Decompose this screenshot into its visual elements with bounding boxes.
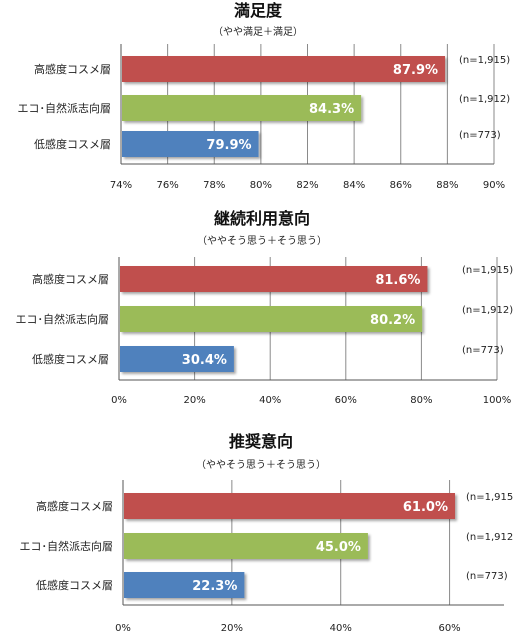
x-tick-label: 40% [259,395,281,406]
bar [124,493,456,519]
chart-title: 継続利用意向 [214,209,310,228]
bar [120,306,423,332]
category-label: 高感度コスメ層 [34,62,111,76]
sample-size-label: (n=1,915) [466,492,514,503]
bar [122,95,362,121]
sample-size-label: (n=773) [462,345,504,356]
x-tick-label: 60% [438,623,460,634]
category-label: エコ･自然派志向層 [20,539,114,553]
x-tick-label: 84% [343,180,365,191]
satisfaction-chart: 満足度 （やや満足＋満足） 74% 76% 78% 80% 82% 84% 86% 88% 90… [18,1,511,191]
chart-title: 満足度 [234,1,283,20]
sample-size-label: (n=1,912) [459,94,510,105]
category-label: 高感度コスメ層 [32,272,109,286]
x-tick-label: 100% [483,395,512,406]
chart-subtitle: （ややそう思う＋そう思う） [196,459,326,471]
sample-size-label: (n=1,912) [462,305,513,316]
x-tick-label: 80% [250,180,272,191]
bar-value-label: 45.0% [316,540,361,555]
sample-size-label: (n=1,915) [459,55,510,66]
x-tick-label: 60% [335,395,357,406]
bar [124,572,245,598]
sample-size-label: (n=1,915) [462,265,513,276]
x-tick-label: 0% [115,623,131,634]
bar-value-label: 80.2% [370,313,415,328]
x-tick-label: 76% [157,180,179,191]
bar [122,56,446,82]
sample-size-label: (n=1,912) [466,532,514,543]
chart-title: 推奨意向 [229,432,293,451]
bar-value-label: 61.0% [403,500,448,515]
x-tick-label: 86% [390,180,412,191]
x-tick-label: 78% [203,180,225,191]
sample-size-label: (n=773) [459,130,501,141]
category-label: 低感度コスメ層 [32,352,109,366]
sample-size-label: (n=773) [466,571,508,582]
bar [120,266,428,292]
recommendation-chart: 推奨意向 （ややそう思う＋そう思う） 0% 20% 40% 60% 61.0% 高感度コス… [20,432,514,634]
x-tick-label: 88% [436,180,458,191]
category-label: 低感度コスメ層 [36,578,113,592]
bar [120,346,234,372]
bar [124,533,368,559]
bar-value-label: 22.3% [192,579,237,594]
x-tick-label: 40% [330,623,352,634]
continued-use-chart: 継続利用意向 （ややそう思う＋そう思う） 0% 20% 40% 60% 80% 100% 8… [16,209,514,406]
chart-subtitle: （やや満足＋満足） [213,26,303,38]
x-tick-label: 20% [183,395,205,406]
category-label: 高感度コスメ層 [36,499,113,513]
bar-value-label: 84.3% [309,102,354,117]
bar-value-label: 30.4% [182,353,227,368]
x-tick-label: 20% [221,623,243,634]
x-tick-label: 74% [110,180,132,191]
bar-value-label: 87.9% [393,63,438,78]
x-tick-label: 0% [111,395,127,406]
x-tick-label: 82% [296,180,318,191]
bar [122,131,259,157]
bar-value-label: 79.9% [206,138,251,153]
category-label: エコ･自然派志向層 [18,101,112,115]
category-label: エコ･自然派志向層 [16,312,110,326]
chart-subtitle: （ややそう思う＋そう思う） [197,235,327,247]
x-tick-label: 90% [483,180,505,191]
category-label: 低感度コスメ層 [34,137,111,151]
bar-value-label: 81.6% [375,273,420,288]
x-tick-label: 80% [410,395,432,406]
